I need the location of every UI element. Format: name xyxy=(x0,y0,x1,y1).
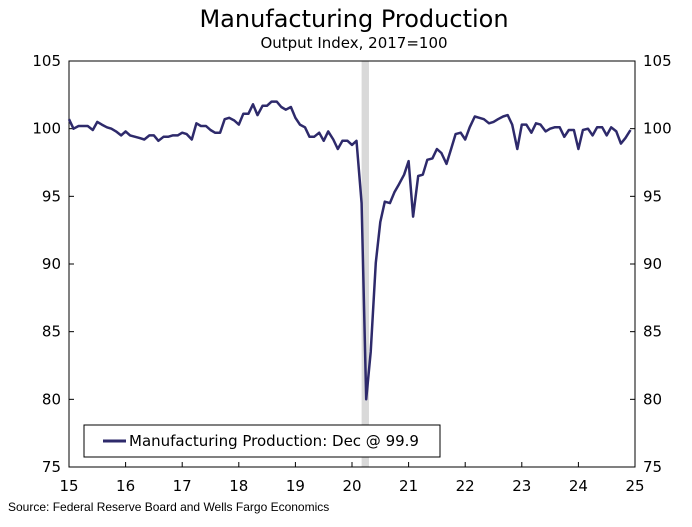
legend-box xyxy=(83,424,441,458)
y-tick-label-left: 85 xyxy=(42,323,61,341)
y-tick-label-left: 80 xyxy=(42,390,61,408)
y-tick-label-left: 100 xyxy=(32,120,61,138)
x-tick-label: 15 xyxy=(59,477,78,495)
x-tick-label: 23 xyxy=(512,477,531,495)
y-tick-label-right: 90 xyxy=(643,255,662,273)
series-line-manufacturing-production xyxy=(67,100,632,401)
recession-shading-layer xyxy=(361,61,369,467)
y-tick-label-left: 75 xyxy=(42,458,61,476)
legend: Manufacturing Production: Dec @ 99.9 xyxy=(83,424,441,458)
x-tick-label: 21 xyxy=(399,477,418,495)
x-tick-label: 18 xyxy=(229,477,248,495)
y-tick-label-right: 85 xyxy=(643,323,662,341)
y-tick-label-right: 105 xyxy=(643,52,672,70)
chart-subtitle: Output Index, 2017=100 xyxy=(260,34,447,52)
y-tick-label-left: 95 xyxy=(42,187,61,205)
legend-label: Manufacturing Production: Dec @ 99.9 xyxy=(129,432,419,450)
x-tick-label: 19 xyxy=(286,477,305,495)
series-layer xyxy=(67,100,632,401)
x-tick-label: 16 xyxy=(116,477,135,495)
x-tick-label: 25 xyxy=(625,477,644,495)
x-tick-label: 20 xyxy=(342,477,361,495)
x-tick-label: 17 xyxy=(173,477,192,495)
chart-title: Manufacturing Production xyxy=(199,5,508,33)
y-tick-label-right: 80 xyxy=(643,390,662,408)
y-tick-label-right: 100 xyxy=(643,120,672,138)
y-tick-label-left: 90 xyxy=(42,255,61,273)
y-tick-label-left: 105 xyxy=(32,52,61,70)
axis-ticks-layer: 75 75 80 80 85 85 90 90 95 95 100 100 105 105 15 16 17 18… xyxy=(32,52,671,495)
y-tick-label-right: 95 xyxy=(643,187,662,205)
y-tick-label-right: 75 xyxy=(643,458,662,476)
recession-shading-band xyxy=(361,61,369,467)
plot-frame xyxy=(68,60,636,468)
x-tick-label: 24 xyxy=(569,477,588,495)
source-note: Source: Federal Reserve Board and Wells … xyxy=(8,500,330,514)
x-tick-label: 22 xyxy=(456,477,475,495)
